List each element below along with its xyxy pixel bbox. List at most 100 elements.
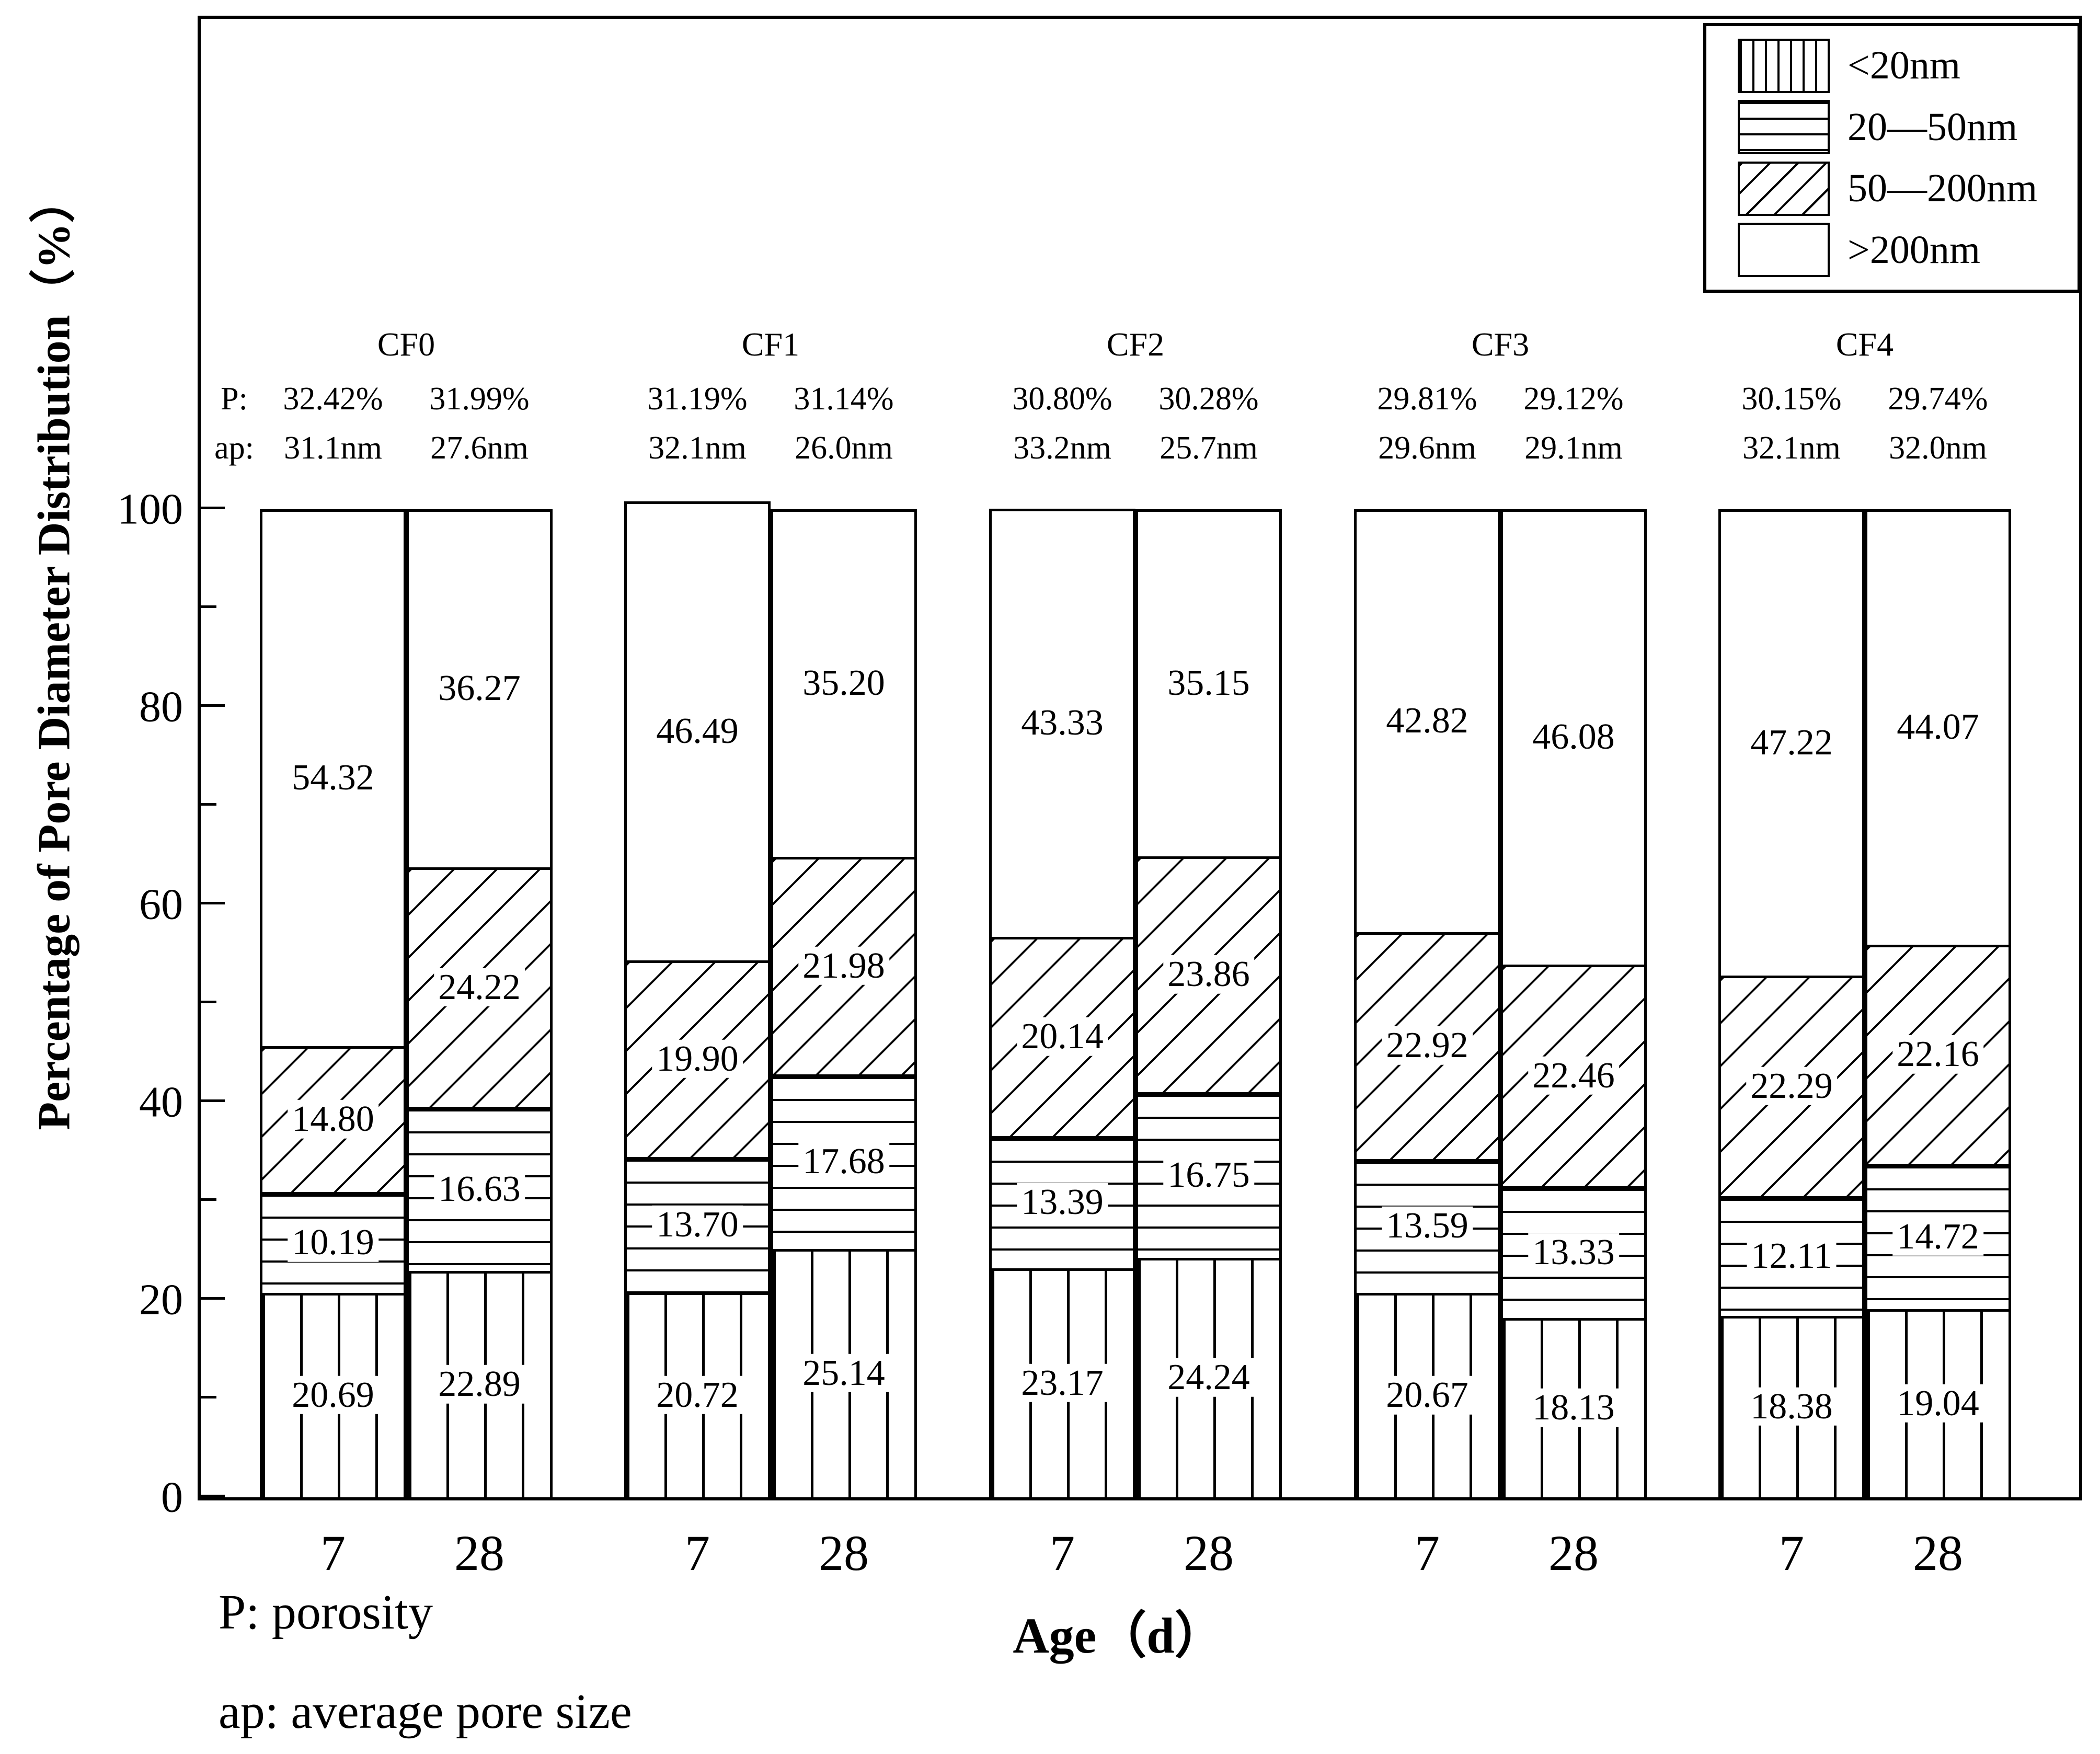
segment-value-label: 20.67	[1382, 1376, 1473, 1415]
ap-value: 32.1nm	[1742, 430, 1841, 466]
segment-value-label: 13.59	[1382, 1207, 1473, 1245]
segment-value-label: 13.33	[1528, 1233, 1619, 1272]
segment-value-label: 46.49	[652, 712, 743, 750]
y-axis-tick	[201, 1297, 225, 1300]
legend-label: >200nm	[1847, 227, 1980, 272]
stacked-bar-cf0-7d: 20.69 10.19 14.80 54.32	[260, 509, 406, 1497]
y-axis-tick-label: 40	[139, 1077, 183, 1127]
group-label-cf4: CF4	[1835, 326, 1894, 363]
group-label-cf2: CF2	[1106, 326, 1165, 363]
segment-value-label: 47.22	[1746, 723, 1837, 762]
ap-value: 29.1nm	[1524, 430, 1623, 466]
segment-value-label: 22.46	[1528, 1056, 1619, 1095]
segment-value-label: 43.33	[1017, 704, 1108, 742]
segment-value-label: 13.70	[652, 1206, 743, 1244]
segment-value-label: 19.04	[1892, 1384, 1983, 1423]
x-axis-tick-label: 7	[1050, 1525, 1075, 1581]
segment-value-label: 46.08	[1528, 718, 1619, 756]
y-axis-tick	[201, 1396, 216, 1398]
segment-value-label: 19.90	[652, 1040, 743, 1079]
y-axis-tick	[201, 704, 225, 707]
stacked-bar-cf2-7d: 23.17 13.39 20.14 43.33	[989, 509, 1135, 1497]
p-value: 31.14%	[794, 381, 894, 417]
legend-item: 20—50nm	[1738, 100, 2078, 155]
segment-value-label: 20.69	[288, 1376, 378, 1415]
y-axis-tick	[201, 507, 225, 509]
stacked-bar-cf0-28d: 22.89 16.63 24.22 36.27	[406, 509, 553, 1497]
y-axis-tick	[201, 902, 225, 904]
stacked-bar-cf1-28d: 25.14 17.68 21.98 35.20	[771, 509, 917, 1497]
y-axis-tick-label: 0	[161, 1473, 183, 1522]
segment-value-label: 12.11	[1747, 1236, 1837, 1275]
x-axis-tick-label: 7	[1415, 1525, 1440, 1581]
legend-item: >200nm	[1738, 223, 2078, 278]
segment-value-label: 10.19	[288, 1223, 378, 1262]
group-label-cf1: CF1	[741, 326, 800, 363]
ap-value: 29.6nm	[1378, 430, 1476, 466]
stacked-bar-cf3-7d: 20.67 13.59 22.92 42.82	[1354, 509, 1500, 1497]
segment-value-label: 24.22	[434, 968, 525, 1006]
segment-value-label: 17.68	[798, 1142, 889, 1181]
segment-value-label: 16.75	[1163, 1156, 1254, 1195]
ap-value: 31.1nm	[284, 430, 382, 466]
x-axis-tick-label: 28	[454, 1525, 504, 1581]
segment-value-label: 14.72	[1892, 1217, 1983, 1256]
legend-item: 50—200nm	[1738, 161, 2078, 216]
segment-value-label: 18.13	[1528, 1389, 1619, 1427]
y-axis-tick	[201, 1099, 225, 1102]
segment-value-label: 35.20	[798, 664, 889, 703]
segment-value-label: 54.32	[288, 759, 378, 797]
x-axis-tick-label: 28	[1548, 1525, 1599, 1581]
x-axis-tick-label: 28	[1184, 1525, 1234, 1581]
segment-value-label: 44.07	[1892, 708, 1983, 747]
segment-value-label: 14.80	[288, 1100, 378, 1139]
plain-swatch-icon	[1738, 223, 1830, 278]
legend-label: 20—50nm	[1847, 105, 2018, 149]
stacked-bar-cf4-28d: 19.04 14.72 22.16 44.07	[1865, 509, 2011, 1497]
footnote-average-pore-size: ap: average pore size	[219, 1684, 632, 1739]
p-value: 29.12%	[1523, 381, 1624, 417]
x-axis-tick-label: 7	[1779, 1525, 1804, 1581]
segment-value-label: 13.39	[1017, 1183, 1108, 1222]
segment-value-label: 22.16	[1892, 1035, 1983, 1074]
p-value: 30.80%	[1012, 381, 1112, 417]
ap-value: 33.2nm	[1013, 430, 1111, 466]
p-value: 30.28%	[1158, 381, 1259, 417]
stacked-bar-cf4-7d: 18.38 12.11 22.29 47.22	[1718, 509, 1865, 1497]
group-label-cf0: CF0	[377, 326, 435, 363]
segment-value-label: 23.86	[1163, 955, 1254, 994]
y-axis-tick-label: 60	[139, 880, 183, 929]
segment-value-label: 36.27	[434, 669, 525, 708]
p-value: 30.15%	[1741, 381, 1842, 417]
p-value: 31.19%	[647, 381, 748, 417]
ap-value: 32.0nm	[1889, 430, 1987, 466]
segment-value-label: 20.72	[652, 1375, 743, 1414]
footnote-porosity: P: porosity	[219, 1585, 433, 1640]
diagonal-hatch-swatch-icon	[1738, 161, 1830, 216]
legend-label: 50—200nm	[1847, 166, 2038, 211]
legend-item: <20nm	[1738, 38, 2078, 93]
ap-value: 26.0nm	[795, 430, 893, 466]
y-axis-tick	[201, 1198, 216, 1201]
ap-value: 25.7nm	[1160, 430, 1258, 466]
horizontal-hatch-swatch-icon	[1738, 100, 1830, 155]
segment-value-label: 16.63	[434, 1170, 525, 1208]
segment-value-label: 20.14	[1017, 1017, 1108, 1056]
ap-value: 32.1nm	[648, 430, 747, 466]
stacked-bar-cf3-28d: 18.13 13.33 22.46 46.08	[1500, 509, 1647, 1497]
p-value: 31.99%	[429, 381, 530, 417]
segment-value-label: 35.15	[1163, 663, 1254, 702]
y-axis-tick-label: 100	[117, 485, 183, 534]
x-axis-title: Age（d）	[1013, 1608, 1225, 1664]
segment-value-label: 21.98	[798, 946, 889, 985]
y-axis-tick	[201, 803, 216, 806]
legend: <20nm 20—50nm 50—200nm >200nm	[1703, 23, 2081, 293]
stacked-bar-cf2-28d: 24.24 16.75 23.86 35.15	[1135, 509, 1282, 1497]
x-axis-tick-label: 7	[320, 1525, 346, 1581]
segment-value-label: 23.17	[1017, 1363, 1108, 1402]
y-axis-title: Percentage of Pore Diameter Distribution…	[29, 177, 80, 1130]
stacked-bar-cf1-7d: 20.72 13.70 19.90 46.49	[624, 501, 771, 1497]
ap-value: 27.6nm	[430, 430, 529, 466]
segment-value-label: 18.38	[1746, 1388, 1837, 1426]
